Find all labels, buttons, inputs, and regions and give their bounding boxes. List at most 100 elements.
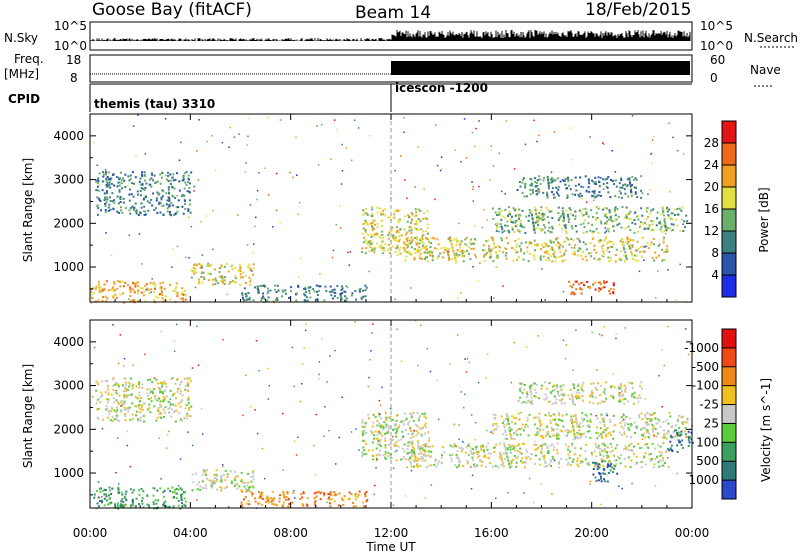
range-gate-cell: [98, 172, 101, 175]
range-gate-cell: [282, 290, 284, 293]
noise-cell: [417, 146, 419, 148]
noise-cell: [267, 116, 269, 119]
range-gate-cell: [395, 419, 398, 422]
range-gate-cell: [407, 445, 410, 448]
range-gate-cell: [317, 490, 320, 493]
range-gate-cell: [128, 179, 131, 182]
range-gate-cell: [167, 191, 170, 194]
noise-cell: [117, 362, 120, 365]
range-gate-cell: [470, 248, 473, 250]
range-gate-cell: [415, 229, 418, 231]
range-gate-cell: [539, 427, 542, 430]
range-gate-cell: [600, 477, 602, 480]
range-gate-cell: [367, 417, 370, 420]
range-gate-cell: [622, 427, 625, 430]
range-gate-cell: [609, 450, 612, 453]
range-gate-cell: [550, 210, 553, 213]
range-gate-cell: [112, 378, 115, 381]
range-gate-cell: [615, 459, 618, 462]
range-gate-cell: [129, 506, 132, 509]
noise-cell: [316, 125, 318, 127]
range-gate-cell: [384, 214, 387, 217]
range-gate-cell: [647, 446, 650, 449]
range-gate-cell: [576, 396, 579, 398]
range-gate-cell: [637, 247, 640, 250]
range-gate-cell: [560, 215, 563, 218]
range-gate-cell: [407, 252, 410, 255]
range-gate-cell: [215, 279, 218, 282]
range-gate-cell: [328, 498, 331, 501]
range-gate-cell: [482, 455, 485, 458]
range-gate-cell: [168, 204, 171, 207]
range-gate-cell: [108, 502, 111, 505]
noise-cell: [341, 143, 343, 146]
range-gate-cell: [466, 249, 469, 252]
range-gate-cell: [604, 222, 607, 225]
range-gate-cell: [533, 382, 536, 385]
range-gate-cell: [150, 288, 153, 291]
range-gate-cell: [570, 286, 573, 289]
range-gate-cell: [629, 417, 632, 420]
range-gate-cell: [406, 220, 409, 223]
noise-cell: [281, 412, 284, 415]
range-gate-cell: [540, 446, 543, 449]
range-gate-cell: [418, 427, 421, 430]
range-gate-cell: [659, 454, 662, 457]
range-gate-cell: [520, 250, 522, 253]
range-gate-cell: [519, 447, 522, 450]
range-gate-cell: [535, 443, 538, 446]
range-gate-cell: [598, 435, 601, 438]
range-gate-cell: [618, 400, 620, 403]
range-gate-cell: [558, 394, 561, 397]
noise-cell: [441, 168, 443, 170]
range-gate-cell: [313, 492, 316, 495]
range-gate-cell: [97, 496, 100, 499]
range-gate-cell: [549, 239, 552, 242]
range-gate-cell: [557, 434, 560, 437]
range-gate-cell: [619, 259, 622, 261]
range-gate-cell: [576, 431, 579, 434]
range-gate-cell: [482, 255, 485, 258]
range-gate-cell: [183, 172, 186, 175]
range-gate-cell: [267, 501, 270, 504]
range-gate-cell: [172, 173, 175, 176]
range-gate-cell: [154, 286, 156, 289]
noise-cell: [485, 377, 487, 379]
range-gate-cell: [536, 245, 539, 248]
range-gate-cell: [529, 389, 532, 392]
range-gate-cell: [154, 207, 157, 210]
range-gate-cell: [594, 443, 597, 446]
range-gate-cell: [111, 288, 114, 291]
range-gate-cell: [396, 226, 398, 229]
range-gate-cell: [420, 248, 422, 251]
noise-cell: [464, 393, 466, 395]
range-gate-cell: [568, 207, 571, 210]
range-gate-cell: [516, 433, 519, 436]
range-gate-cell: [141, 187, 144, 190]
range-gate-cell: [422, 247, 425, 249]
range-gate-cell: [410, 212, 413, 214]
range-gate-cell: [159, 182, 162, 185]
range-gate-cell: [534, 454, 537, 457]
range-gate-cell: [544, 251, 547, 254]
range-gate-cell: [274, 299, 277, 302]
range-gate-cell: [451, 244, 453, 247]
range-gate-cell: [686, 220, 689, 223]
range-gate-cell: [406, 251, 409, 254]
range-gate-cell: [212, 480, 214, 483]
range-gate-cell: [277, 289, 280, 292]
range-gate-cell: [184, 298, 187, 301]
range-gate-cell: [175, 285, 178, 288]
range-gate-cell: [636, 249, 639, 252]
noise-cell: [498, 230, 500, 233]
range-gate-cell: [556, 384, 558, 387]
range-gate-cell: [635, 461, 638, 464]
range-gate-cell: [403, 412, 406, 415]
range-gate-cell: [172, 505, 175, 508]
range-gate-cell: [541, 243, 543, 246]
range-gate-cell: [132, 502, 135, 505]
range-gate-cell: [179, 393, 182, 395]
range-gate-cell: [453, 443, 455, 446]
range-gate-cell: [90, 290, 92, 293]
range-gate-cell: [181, 287, 183, 290]
